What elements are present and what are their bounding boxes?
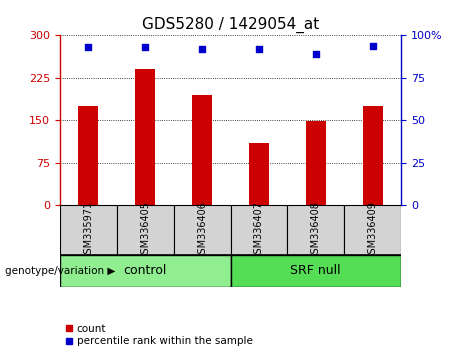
Legend: count, percentile rank within the sample: count, percentile rank within the sample bbox=[65, 324, 253, 347]
Point bbox=[198, 46, 206, 52]
Text: GSM336408: GSM336408 bbox=[311, 201, 321, 259]
Text: control: control bbox=[124, 264, 167, 277]
Bar bbox=[230, 255, 401, 287]
Point bbox=[369, 43, 376, 48]
Text: SRF null: SRF null bbox=[290, 264, 341, 277]
Point bbox=[312, 51, 319, 57]
Title: GDS5280 / 1429054_at: GDS5280 / 1429054_at bbox=[142, 16, 319, 33]
Text: GSM336406: GSM336406 bbox=[197, 201, 207, 259]
Bar bbox=[78, 106, 98, 205]
Bar bbox=[363, 106, 383, 205]
Bar bbox=[230, 205, 287, 255]
Point bbox=[255, 46, 263, 52]
Text: genotype/variation ▶: genotype/variation ▶ bbox=[5, 266, 115, 276]
Bar bbox=[174, 205, 230, 255]
Text: GSM336407: GSM336407 bbox=[254, 201, 264, 259]
Point bbox=[85, 45, 92, 50]
Bar bbox=[60, 205, 117, 255]
Bar bbox=[306, 121, 326, 205]
Bar bbox=[344, 205, 401, 255]
Text: GSM336405: GSM336405 bbox=[140, 201, 150, 259]
Bar bbox=[60, 255, 230, 287]
Bar bbox=[287, 205, 344, 255]
Text: GSM336409: GSM336409 bbox=[367, 201, 378, 259]
Bar bbox=[249, 143, 269, 205]
Bar bbox=[135, 69, 155, 205]
Bar bbox=[117, 205, 174, 255]
Bar bbox=[192, 95, 212, 205]
Point bbox=[142, 45, 149, 50]
Text: GSM335971: GSM335971 bbox=[83, 200, 94, 260]
